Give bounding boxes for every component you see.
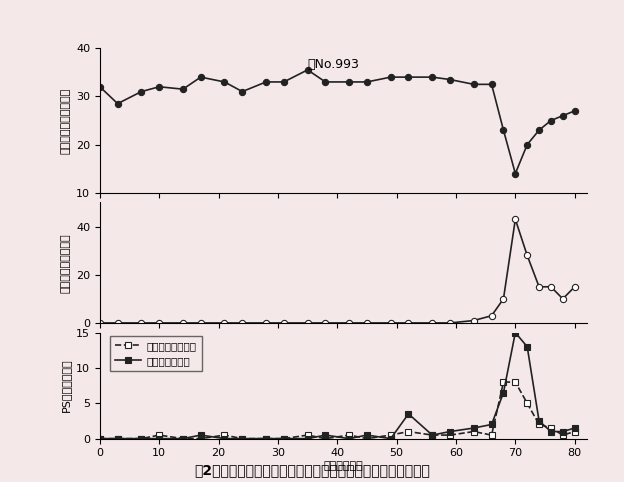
- 過酸化水素未処理: [524, 401, 531, 406]
- 過酸化水素未処理: [470, 428, 477, 434]
- 過酸化水素未処理: [571, 428, 578, 434]
- 過酸化水素処理: [488, 422, 495, 428]
- 過酸化水素未処理: [262, 436, 270, 442]
- 過酸化水素未処理: [138, 436, 145, 442]
- 過酸化水素処理: [512, 330, 519, 335]
- 過酸化水素処理: [405, 411, 412, 417]
- 過酸化水素未処理: [114, 436, 122, 442]
- 過酸化水素処理: [304, 436, 311, 442]
- 過酸化水素未処理: [363, 436, 371, 442]
- Text: 牛No.993: 牛No.993: [308, 58, 359, 71]
- 過酸化水素未処理: [446, 432, 454, 438]
- 過酸化水素処理: [571, 425, 578, 431]
- 過酸化水素処理: [559, 428, 567, 434]
- 過酸化水素未処理: [387, 432, 394, 438]
- 過酸化水素未処理: [429, 432, 436, 438]
- 過酸化水素処理: [429, 432, 436, 438]
- 過酸化水素処理: [363, 432, 371, 438]
- 過酸化水素処理: [524, 344, 531, 349]
- 過酸化水素処理: [446, 428, 454, 434]
- 過酸化水素処理: [96, 436, 104, 442]
- 過酸化水素未処理: [221, 432, 228, 438]
- 過酸化水素未処理: [280, 436, 288, 442]
- 過酸化水素未処理: [179, 436, 187, 442]
- 過酸化水素未処理: [535, 422, 543, 428]
- 過酸化水素未処理: [155, 432, 163, 438]
- 過酸化水素処理: [346, 436, 353, 442]
- 過酸化水素未処理: [559, 432, 567, 438]
- 過酸化水素未処理: [488, 432, 495, 438]
- Y-axis label: 網状赤血球率（％）: 網状赤血球率（％）: [61, 233, 71, 293]
- 過酸化水素未処理: [304, 432, 311, 438]
- 過酸化水素未処理: [500, 379, 507, 385]
- 過酸化水素未処理: [238, 436, 246, 442]
- 過酸化水素未処理: [512, 379, 519, 385]
- 過酸化水素処理: [221, 436, 228, 442]
- 過酸化水素処理: [535, 418, 543, 424]
- Legend: 過酸化水素未処理, 過酸化水素処理: 過酸化水素未処理, 過酸化水素処理: [110, 335, 202, 371]
- 過酸化水素処理: [262, 436, 270, 442]
- 過酸化水素未処理: [346, 432, 353, 438]
- Text: 図2　感染経過にともなうホスファチジルセリン発現率の推移: 図2 感染経過にともなうホスファチジルセリン発現率の推移: [194, 463, 430, 477]
- 過酸化水素処理: [280, 436, 288, 442]
- 過酸化水素未処理: [96, 436, 104, 442]
- 過酸化水素処理: [470, 425, 477, 431]
- Y-axis label: ヘマトクリット（％）: ヘマトクリット（％）: [61, 87, 71, 154]
- 過酸化水素未処理: [197, 436, 205, 442]
- 過酸化水素未処理: [405, 428, 412, 434]
- 過酸化水素処理: [547, 428, 555, 434]
- 過酸化水素未処理: [547, 425, 555, 431]
- 過酸化水素処理: [387, 436, 394, 442]
- 過酸化水素処理: [114, 436, 122, 442]
- 過酸化水素処理: [155, 436, 163, 442]
- Line: 過酸化水素処理: 過酸化水素処理: [97, 330, 577, 442]
- 過酸化水素処理: [500, 390, 507, 396]
- X-axis label: 感染後の日数: 感染後の日数: [323, 461, 363, 471]
- 過酸化水素処理: [321, 432, 329, 438]
- Line: 過酸化水素未処理: 過酸化水素未処理: [97, 379, 577, 442]
- 過酸化水素処理: [179, 436, 187, 442]
- 過酸化水素処理: [238, 436, 246, 442]
- 過酸化水素未処理: [321, 436, 329, 442]
- Y-axis label: PS発現率（％）: PS発現率（％）: [61, 359, 71, 413]
- 過酸化水素処理: [138, 436, 145, 442]
- 過酸化水素処理: [197, 432, 205, 438]
